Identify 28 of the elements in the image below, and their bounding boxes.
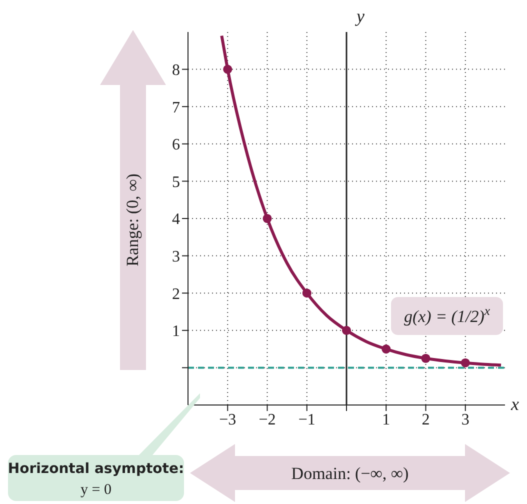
y-tick-label: 7 [172, 99, 180, 116]
x-tick-label: 2 [422, 411, 430, 428]
x-tick-label: 3 [461, 411, 470, 428]
y-axis-title: y [354, 6, 364, 26]
y-tick-label: 3 [172, 248, 180, 266]
callout-box: g(x) = (1/2)$^{x}$ [391, 297, 505, 337]
left-right-arrow: Domain: (−∞, ∞) [190, 444, 510, 502]
annotation: g(x) = (1/2)$^{x}$ [404, 304, 490, 326]
y-tick-label: 1 [172, 323, 180, 340]
y-tick-label: 4 [172, 211, 180, 228]
x-tick-label: 1 [382, 411, 390, 428]
point [460, 358, 470, 368]
point [342, 326, 352, 335]
x-tick-label: −2 [258, 411, 276, 428]
x-tick-label: −3 [219, 411, 236, 428]
y-tick-label: 2 [172, 286, 180, 303]
up-arrow: Range: (0, ∞) [100, 30, 166, 370]
y-tick-label: 6 [172, 136, 180, 154]
point [421, 354, 430, 363]
point [382, 344, 391, 354]
point [302, 288, 312, 298]
x-tick-label: −1 [298, 411, 316, 428]
point [223, 64, 232, 74]
x-axis-title: x [510, 394, 519, 414]
point [262, 214, 272, 224]
y-tick-label: 8 [172, 62, 180, 79]
line-series [220, 34, 503, 367]
y-tick-label: 5 [172, 174, 180, 191]
